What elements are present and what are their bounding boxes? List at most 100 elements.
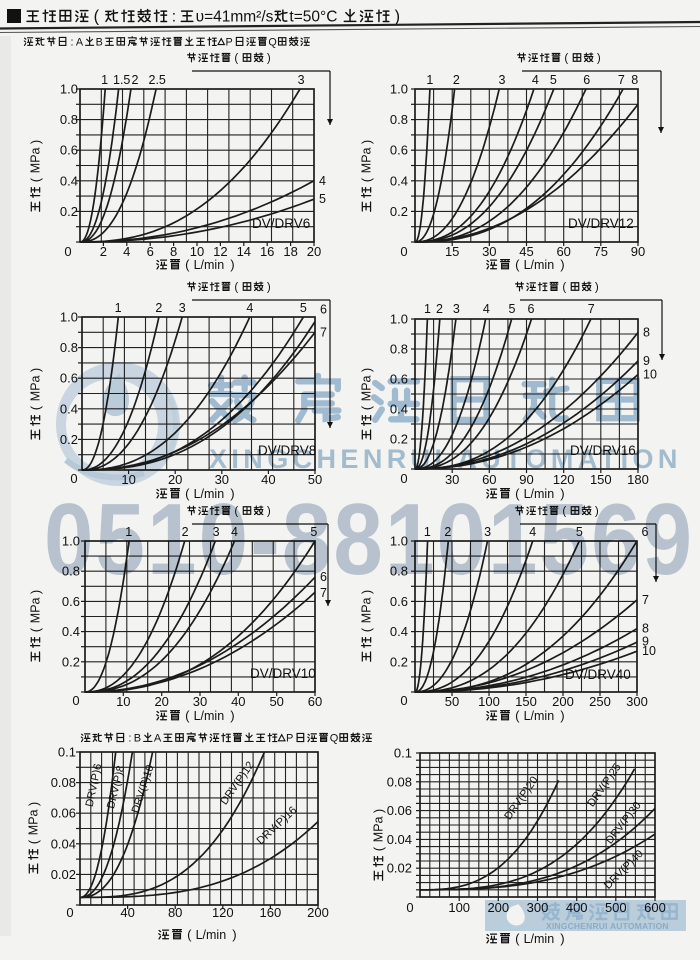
svg-text:0.2: 0.2 <box>390 432 408 447</box>
svg-text:DRV(P)25: DRV(P)25 <box>585 761 623 809</box>
svg-text:8: 8 <box>643 326 650 340</box>
svg-text:): ) <box>595 505 599 518</box>
svg-text::: : <box>172 8 176 25</box>
svg-text:(: ( <box>359 177 374 182</box>
svg-text:15: 15 <box>445 244 459 259</box>
svg-text:DRV(P)16: DRV(P)16 <box>255 804 300 847</box>
svg-text:1: 1 <box>424 525 431 539</box>
svg-text:18: 18 <box>283 244 297 259</box>
svg-text:(: ( <box>515 931 520 946</box>
svg-text:0.4: 0.4 <box>62 624 80 639</box>
svg-text:0.8: 0.8 <box>60 112 78 127</box>
svg-text:1.0: 1.0 <box>390 534 408 549</box>
svg-text:50: 50 <box>269 694 283 709</box>
svg-text:5: 5 <box>319 192 326 206</box>
svg-text:L/min: L/min <box>194 487 225 501</box>
svg-text:40: 40 <box>261 472 275 487</box>
svg-text:0.6: 0.6 <box>390 143 408 158</box>
svg-text:): ) <box>267 52 271 65</box>
svg-text:L/min: L/min <box>524 932 555 946</box>
svg-text:4: 4 <box>231 525 238 539</box>
svg-text:(: ( <box>185 257 190 272</box>
svg-text:B: B <box>96 36 103 48</box>
svg-text:9: 9 <box>643 354 650 368</box>
svg-text:120: 120 <box>212 905 234 920</box>
svg-text:0: 0 <box>70 471 77 486</box>
svg-text:): ) <box>232 927 236 942</box>
svg-text:0.8: 0.8 <box>62 564 80 579</box>
svg-text:300: 300 <box>626 694 648 709</box>
svg-text:0.2: 0.2 <box>60 204 78 219</box>
svg-text:10: 10 <box>643 368 657 382</box>
svg-text:2: 2 <box>453 73 460 87</box>
svg-text:0.08: 0.08 <box>387 774 412 789</box>
svg-text:): ) <box>560 708 564 723</box>
svg-text:2: 2 <box>100 244 107 259</box>
svg-text:3: 3 <box>298 73 305 87</box>
svg-text:40: 40 <box>120 905 134 920</box>
svg-text:14: 14 <box>237 244 251 259</box>
svg-text:0: 0 <box>72 693 79 708</box>
svg-text:10: 10 <box>190 244 204 259</box>
svg-text:3: 3 <box>484 525 491 539</box>
svg-text:0.8: 0.8 <box>390 112 408 127</box>
svg-text:4: 4 <box>483 302 490 316</box>
svg-text:(: ( <box>26 839 41 844</box>
svg-text:): ) <box>267 281 271 294</box>
svg-text:): ) <box>595 281 599 294</box>
svg-text:1.0: 1.0 <box>390 312 408 327</box>
svg-text:2: 2 <box>155 301 162 315</box>
svg-text:(: ( <box>28 405 43 410</box>
svg-text:6: 6 <box>147 244 154 259</box>
svg-text:7: 7 <box>320 586 327 600</box>
svg-text:250: 250 <box>589 694 611 709</box>
svg-text:2: 2 <box>132 73 139 87</box>
svg-text:): ) <box>359 590 374 594</box>
svg-text:10: 10 <box>642 644 656 658</box>
svg-text:1.0: 1.0 <box>390 82 408 97</box>
svg-text:3: 3 <box>213 525 220 539</box>
svg-text:6: 6 <box>528 302 535 316</box>
svg-text:2: 2 <box>182 525 189 539</box>
svg-text:0.2: 0.2 <box>390 204 408 219</box>
svg-text:MPa: MPa <box>27 809 41 835</box>
svg-text:A: A <box>76 36 84 48</box>
svg-text:): ) <box>28 590 43 594</box>
svg-text:0510-88101569: 0510-88101569 <box>44 484 694 597</box>
svg-text:8: 8 <box>170 244 177 259</box>
svg-text:B: B <box>134 733 141 745</box>
svg-text:50: 50 <box>445 694 459 709</box>
svg-text:3: 3 <box>179 301 186 315</box>
svg-text:3: 3 <box>453 302 460 316</box>
svg-text:6: 6 <box>583 73 590 87</box>
svg-text:16: 16 <box>260 244 274 259</box>
svg-text:200: 200 <box>307 905 329 920</box>
svg-text:30: 30 <box>215 472 229 487</box>
svg-text:0.8: 0.8 <box>390 342 408 357</box>
svg-text:1: 1 <box>101 73 108 87</box>
svg-text:(: ( <box>564 52 568 65</box>
svg-text:7: 7 <box>618 73 625 87</box>
svg-text:1: 1 <box>115 301 122 315</box>
svg-text:t=50°C: t=50°C <box>289 8 337 25</box>
svg-text:40: 40 <box>231 694 245 709</box>
svg-text:0.2: 0.2 <box>390 654 408 669</box>
svg-text:20: 20 <box>168 472 182 487</box>
svg-text:): ) <box>230 486 234 501</box>
svg-text:(: ( <box>515 708 520 723</box>
svg-text:10: 10 <box>116 694 130 709</box>
svg-text:): ) <box>28 368 43 372</box>
svg-text:5: 5 <box>576 525 583 539</box>
svg-text:9: 9 <box>642 634 649 648</box>
svg-text:XINGCHENRUI AUTOMATION: XINGCHENRUI AUTOMATION <box>209 444 682 474</box>
svg-text:6: 6 <box>642 525 649 539</box>
svg-text:Q: Q <box>330 733 339 745</box>
svg-text:100: 100 <box>478 694 500 709</box>
svg-text:5: 5 <box>509 302 516 316</box>
svg-text:200: 200 <box>552 694 574 709</box>
svg-text:P: P <box>286 733 293 745</box>
svg-text:80: 80 <box>168 905 182 920</box>
svg-text:0.8: 0.8 <box>390 564 408 579</box>
svg-text:120: 120 <box>553 472 575 487</box>
svg-text:20: 20 <box>307 244 321 259</box>
